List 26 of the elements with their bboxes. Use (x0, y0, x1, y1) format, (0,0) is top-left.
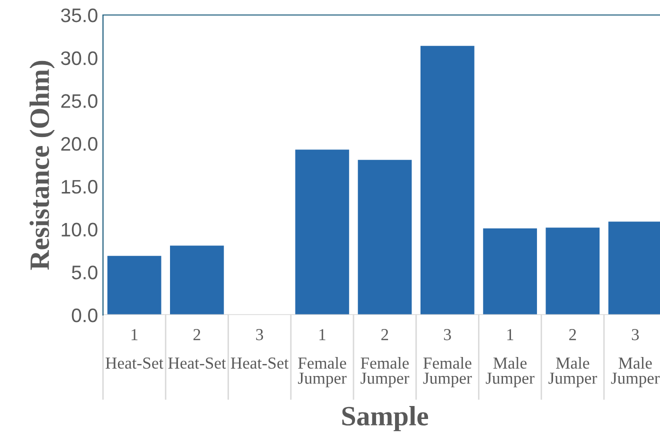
x-tick-label: 2 Female Jumper (360, 329, 410, 388)
bar (420, 46, 474, 315)
x-tick-label: 1 Heat-Set (106, 329, 164, 369)
x-tick-label: 3 Female Jumper (423, 329, 472, 388)
y-tick-label: 0.0 (72, 308, 98, 322)
y-tick-label: 25.0 (61, 94, 98, 108)
y-tick-label: 30.0 (61, 51, 98, 66)
x-tick-label: 2 Male Jumper (548, 329, 598, 388)
bar (358, 160, 412, 315)
bar (107, 256, 162, 315)
x-tick-label: 3 Heat-Set (230, 329, 289, 369)
y-tick-label: 15.0 (62, 180, 98, 194)
bar (170, 246, 224, 315)
bar (546, 228, 600, 315)
y-tick-label: 10.0 (62, 222, 98, 237)
x-tick-label: 2 Heat-Set (168, 329, 226, 369)
x-tick-label: 3 Male Jumper (611, 329, 660, 388)
x-tick-label: 1 Male Jumper (486, 329, 534, 388)
bar (483, 228, 537, 315)
y-tick-label: 35.0 (61, 8, 98, 22)
bar (295, 150, 350, 315)
y-tick-label: 5.0 (72, 266, 98, 280)
x-tick-label: 1 Female Jumper (298, 329, 347, 388)
x-axis-title: Sample (342, 406, 428, 432)
y-tick-label: 20.0 (61, 137, 98, 151)
y-axis-title: Resistance (Ohm) (30, 60, 55, 270)
